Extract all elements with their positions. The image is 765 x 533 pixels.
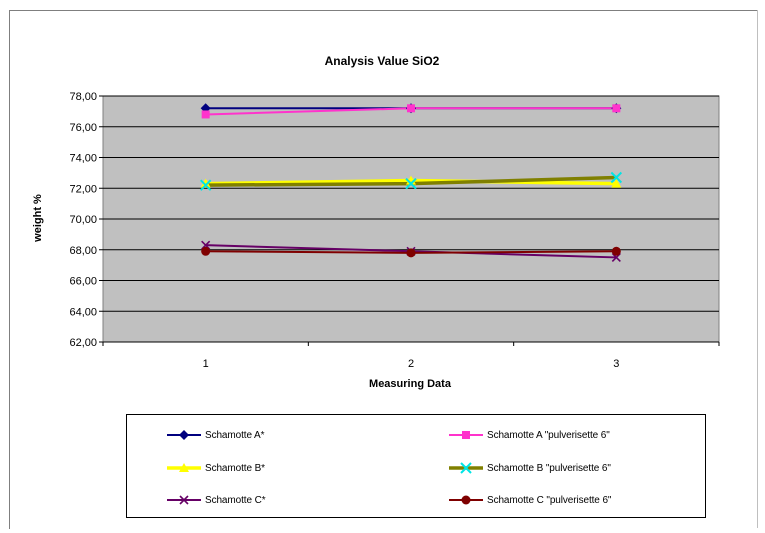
legend-marker-5 <box>179 495 189 505</box>
legend-marker-6 <box>461 495 471 505</box>
data-point-s4-2 <box>405 177 417 190</box>
data-point-s2-2 <box>407 104 415 113</box>
legend-item-1: Schamotte A* <box>165 427 265 443</box>
legend-swatch-6 <box>449 495 483 505</box>
legend-marker-4 <box>460 462 472 474</box>
data-point-s6-1 <box>201 246 211 256</box>
legend-swatch-3 <box>167 463 201 472</box>
y-tick-label: 72,00 <box>69 183 97 195</box>
legend-item-4: Schamotte B "pulverisette 6" <box>447 460 611 476</box>
legend-marker-3 <box>179 463 189 472</box>
legend-label: Schamotte A* <box>205 429 265 441</box>
chart-title: Analysis Value SiO2 <box>325 54 440 68</box>
legend: Schamotte A* Schamotte A "pulverisette 6"… <box>126 414 706 518</box>
legend-item-6: Schamotte C "pulverisette 6" <box>447 492 611 508</box>
y-tick-label: 74,00 <box>69 153 97 165</box>
x-axis-ticks: 1 2 3 <box>102 341 720 370</box>
legend-item-2: Schamotte A "pulverisette 6" <box>447 427 610 443</box>
data-point-s2-1 <box>201 110 210 119</box>
legend-label: Schamotte C "pulverisette 6" <box>487 494 612 506</box>
legend-label: Schamotte C* <box>205 494 266 506</box>
legend-swatch-1 <box>167 430 201 440</box>
data-point-s6-3 <box>611 246 621 256</box>
data-point-s2-3 <box>612 104 621 113</box>
x-axis-label: Measuring Data <box>369 378 452 390</box>
y-tick-label: 70,00 <box>69 214 97 226</box>
x-tick-label: 1 <box>203 358 209 370</box>
y-tick-label: 78,00 <box>69 91 97 103</box>
legend-swatch-4 <box>449 462 483 474</box>
legend-item-3: Schamotte B* <box>165 460 265 476</box>
data-point-s4-1 <box>199 179 212 191</box>
y-tick-label: 64,00 <box>69 306 97 318</box>
legend-label: Schamotte A "pulverisette 6" <box>487 429 610 441</box>
legend-marker-2 <box>462 431 470 439</box>
y-tick-label: 66,00 <box>69 276 97 288</box>
data-point-s3-1 <box>200 178 211 188</box>
x-tick-label: 3 <box>613 358 619 370</box>
data-point-s4-3 <box>610 171 623 184</box>
x-tick-label: 2 <box>408 358 414 370</box>
legend-item-5: Schamotte C* <box>165 492 266 508</box>
y-tick-label: 76,00 <box>69 122 97 134</box>
legend-label: Schamotte B "pulverisette 6" <box>487 462 611 474</box>
y-axis-label: weight % <box>32 194 44 243</box>
y-axis-ticks: 62,00 64,00 66,00 68,00 70,00 72,00 74,00 76,00… <box>69 91 103 349</box>
chart-frame-shadow <box>757 10 758 528</box>
data-point-s3-3 <box>611 178 622 188</box>
series-markers <box>199 103 623 263</box>
y-tick-label: 68,00 <box>69 245 97 257</box>
legend-marker-1 <box>179 430 189 440</box>
legend-swatch-2 <box>449 431 483 439</box>
legend-swatch-5 <box>167 495 201 505</box>
y-tick-label: 62,00 <box>69 337 97 349</box>
legend-label: Schamotte B* <box>205 462 265 474</box>
data-point-s6-2 <box>406 248 416 258</box>
